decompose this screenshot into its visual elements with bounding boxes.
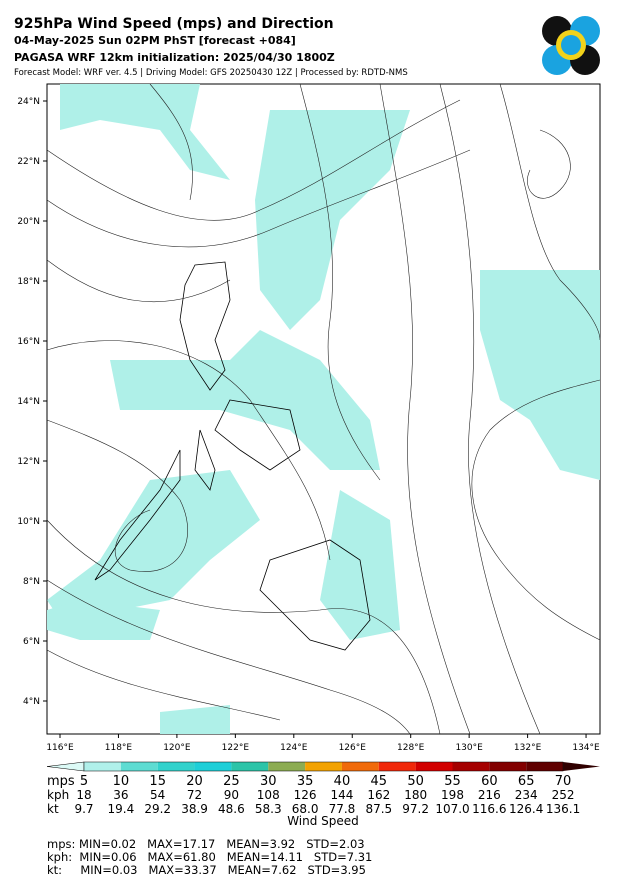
colorbar-cell (489, 762, 527, 771)
lat-label: 12°N (17, 457, 40, 467)
colorbar-label: 198 (441, 788, 464, 802)
colorbar-label: 68.0 (292, 802, 319, 816)
colorbar-label: 45 (371, 774, 388, 789)
colorbar-title: Wind Speed (287, 814, 359, 828)
colorbar-label: 216 (478, 788, 501, 802)
colorbar-cell (452, 762, 490, 771)
colorbar-label: 54 (150, 788, 165, 802)
logo (542, 16, 600, 75)
lon-label: 132°E (514, 743, 542, 753)
lat-label: 18°N (17, 277, 40, 287)
lat-label: 14°N (17, 397, 40, 407)
row-name: kph (47, 788, 69, 802)
colorbar-cell (563, 762, 600, 771)
colorbar-label: 126.4 (509, 802, 543, 816)
colorbar-label: 65 (518, 774, 535, 789)
colorbar-label: 38.9 (181, 802, 208, 816)
lon-label: 120°E (163, 743, 191, 753)
row-name: kt (47, 802, 59, 816)
colorbar-label: 15 (149, 774, 166, 789)
colorbar-label: 87.5 (365, 802, 392, 816)
colorbar-label: 58.3 (255, 802, 282, 816)
subtitle: 04-May-2025 Sun 02PM PhST [forecast +084… (14, 34, 296, 47)
stats-line: mps: MIN=0.02 MAX=17.17 MEAN=3.92 STD=2.… (47, 837, 365, 851)
colorbar-label: 70 (555, 774, 572, 789)
colorbar-label: 107.0 (435, 802, 469, 816)
lon-label: 118°E (105, 743, 133, 753)
subtitle: Forecast Model: WRF ver. 4.5 | Driving M… (14, 68, 408, 78)
map (46, 83, 601, 735)
lon-label: 124°E (280, 743, 308, 753)
lat-label: 8°N (23, 577, 40, 587)
colorbar-label: 29.2 (144, 802, 171, 816)
colorbar-label: 72 (187, 788, 202, 802)
colorbar-label: 60 (481, 774, 498, 789)
colorbar-label: 30 (260, 774, 277, 789)
lon-label: 130°E (455, 743, 483, 753)
lon-label: 122°E (222, 743, 250, 753)
colorbar-cell (378, 762, 416, 771)
colorbar-cell (157, 762, 195, 771)
colorbar-cell (231, 762, 269, 771)
colorbar-label: 97.2 (402, 802, 429, 816)
stats-line: kph: MIN=0.06 MAX=61.80 MEAN=14.11 STD=7… (47, 850, 372, 864)
colorbar-cell (194, 762, 232, 771)
colorbar-label: 48.6 (218, 802, 245, 816)
colorbar-frame (83, 761, 564, 772)
colorbar-label: 108 (257, 788, 280, 802)
lon-label: 116°E (46, 743, 74, 753)
colorbar-label: 144 (330, 788, 353, 802)
colorbar-label: 18 (76, 788, 91, 802)
colorbar-label: 252 (552, 788, 575, 802)
colorbar-label: 36 (113, 788, 128, 802)
colorbar-cell (84, 762, 121, 771)
colorbar-cell (46, 761, 85, 772)
colorbar-label: 20 (186, 774, 203, 789)
lat-label: 6°N (23, 637, 40, 647)
colorbar-label: 234 (515, 788, 538, 802)
colorbar-label: 162 (367, 788, 390, 802)
row-name: mps (47, 774, 75, 789)
colorbar-cell (341, 762, 379, 771)
colorbar-label: 116.6 (472, 802, 506, 816)
colorbar-label: 90 (224, 788, 239, 802)
colorbar-label: 25 (223, 774, 240, 789)
lat-label: 24°N (17, 97, 40, 107)
colorbar-label: 50 (407, 774, 424, 789)
lat-label: 22°N (17, 157, 40, 167)
colorbar-label: 19.4 (107, 802, 134, 816)
lon-label: 128°E (397, 743, 425, 753)
lon-label: 134°E (572, 743, 600, 753)
colorbar-cell (305, 762, 342, 771)
lat-label: 20°N (17, 217, 40, 227)
colorbar-cell (526, 762, 564, 771)
colorbar-label: 136.1 (546, 802, 580, 816)
colorbar-cell (120, 762, 158, 771)
lat-label: 4°N (23, 697, 40, 707)
colorbar-cell (268, 762, 306, 771)
streamlines (46, 83, 601, 735)
title: 925hPa Wind Speed (mps) and Direction (14, 16, 334, 32)
colorbar-label: 9.7 (74, 802, 93, 816)
colorbar-label: 180 (404, 788, 427, 802)
colorbar-label: 40 (334, 774, 351, 789)
coastline (94, 261, 371, 651)
lat-label: 10°N (17, 517, 40, 527)
colorbar-label: 35 (297, 774, 314, 789)
lon-label: 126°E (339, 743, 367, 753)
colorbar-label: 10 (113, 774, 130, 789)
colorbar-label: 5 (80, 774, 88, 789)
subtitle: PAGASA WRF 12km initialization: 2025/04/… (14, 51, 335, 64)
colorbar-label: 55 (444, 774, 461, 789)
wind-shading (47, 84, 600, 734)
colorbar-cell (415, 762, 453, 771)
lat-label: 16°N (17, 337, 40, 347)
colorbar-label: 77.8 (329, 802, 356, 816)
stats-line: kt: MIN=0.03 MAX=33.37 MEAN=7.62 STD=3.9… (47, 863, 366, 877)
colorbar-label: 126 (294, 788, 317, 802)
